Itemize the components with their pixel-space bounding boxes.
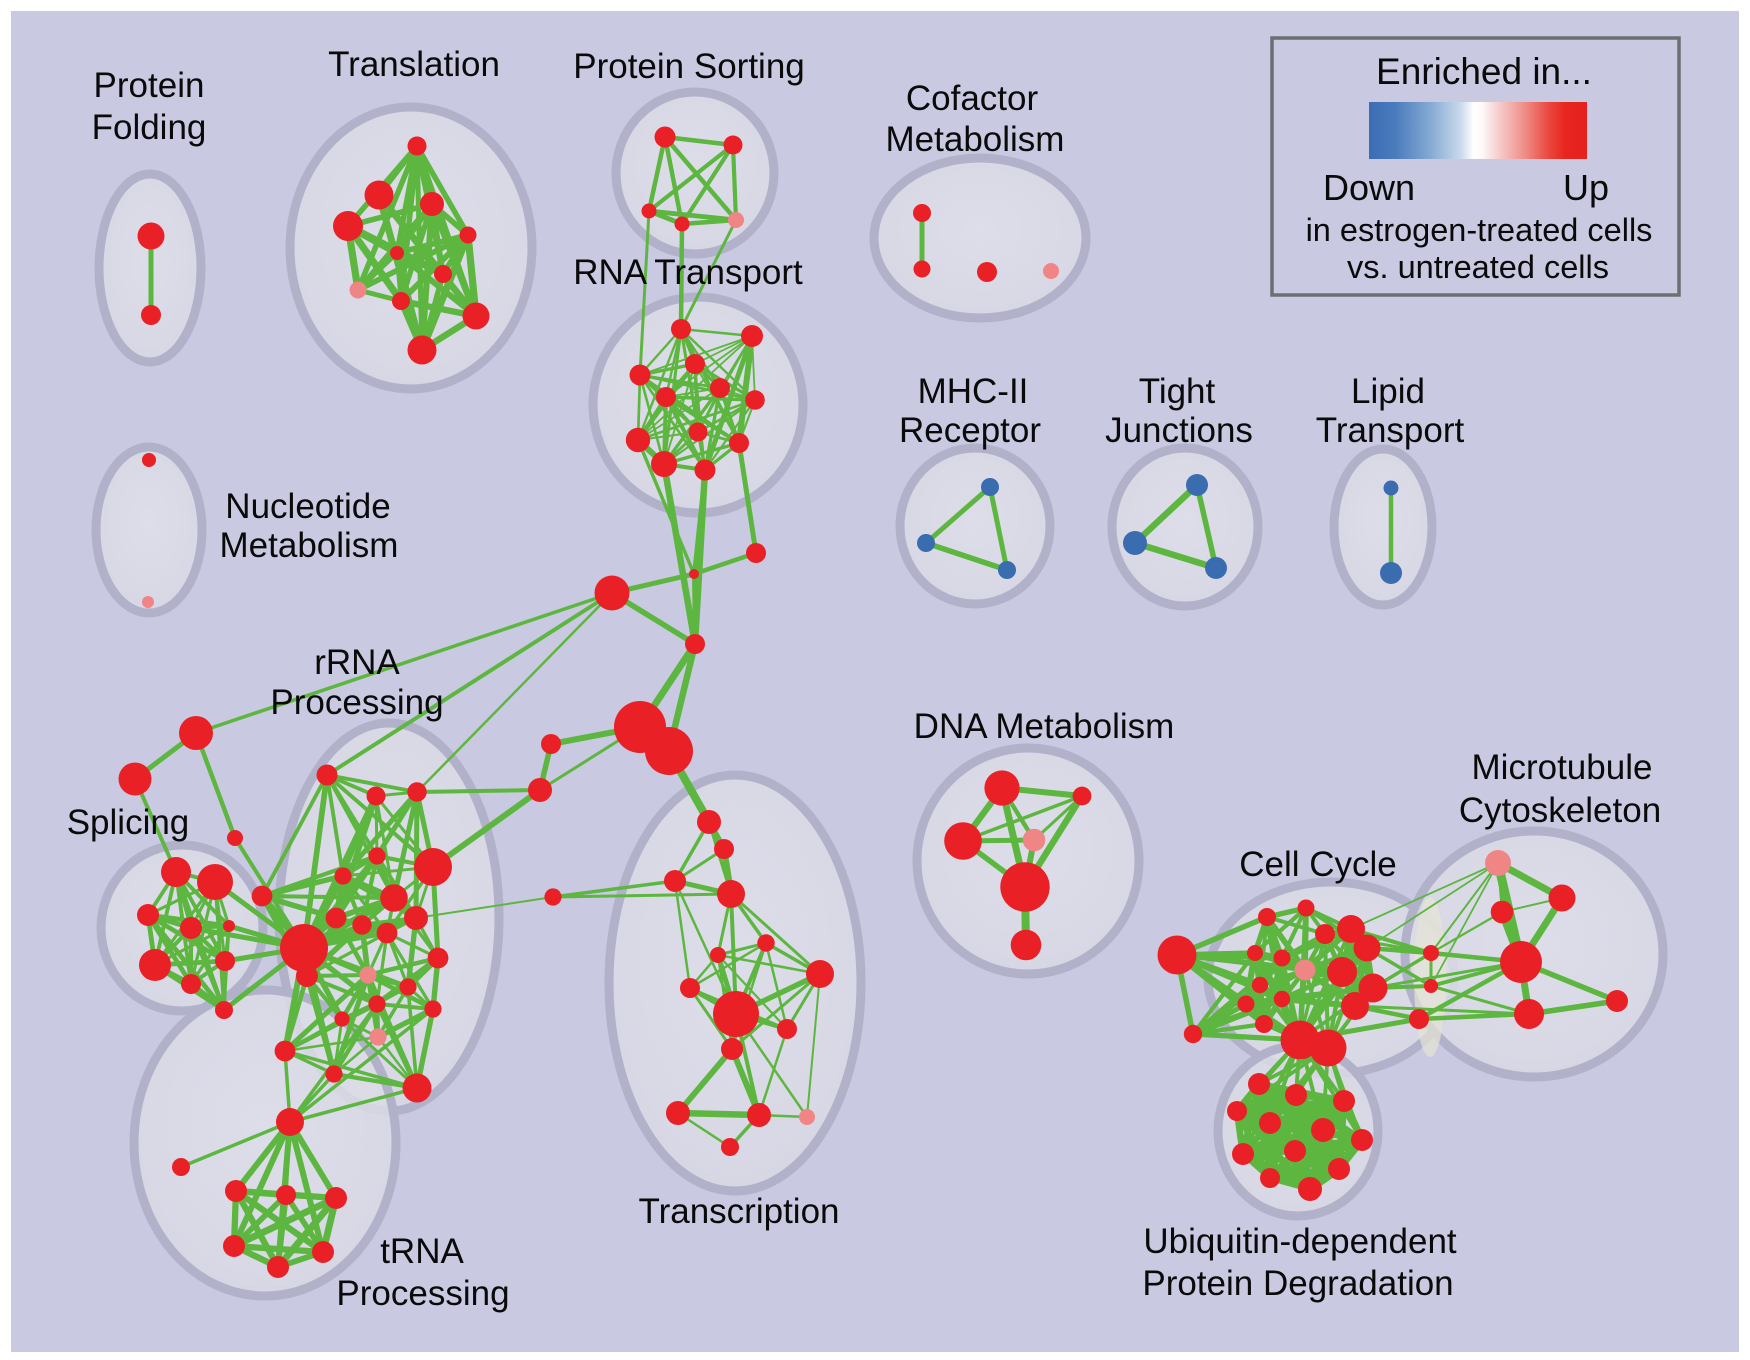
svg-text:Protein Degradation: Protein Degradation — [1142, 1264, 1453, 1303]
svg-text:Junctions: Junctions — [1105, 411, 1253, 450]
svg-text:Nucleotide: Nucleotide — [225, 487, 390, 526]
svg-text:RNA Transport: RNA Transport — [573, 253, 803, 292]
svg-text:Ubiquitin-dependent: Ubiquitin-dependent — [1143, 1222, 1457, 1261]
svg-text:Translation: Translation — [328, 45, 500, 84]
svg-text:Splicing: Splicing — [67, 803, 190, 842]
svg-text:Receptor: Receptor — [899, 411, 1041, 450]
svg-text:Microtubule: Microtubule — [1472, 748, 1653, 787]
svg-text:Lipid: Lipid — [1351, 372, 1425, 411]
svg-text:Protein: Protein — [94, 66, 205, 105]
svg-text:Cofactor: Cofactor — [906, 79, 1039, 118]
svg-text:Metabolism: Metabolism — [220, 526, 399, 565]
svg-text:Folding: Folding — [92, 108, 207, 147]
svg-text:in estrogen-treated cells: in estrogen-treated cells — [1306, 212, 1653, 248]
svg-text:Processing: Processing — [336, 1274, 509, 1313]
svg-text:Up: Up — [1563, 167, 1609, 208]
svg-text:DNA Metabolism: DNA Metabolism — [914, 707, 1175, 746]
svg-text:Tight: Tight — [1139, 372, 1216, 411]
svg-text:Cell Cycle: Cell Cycle — [1239, 845, 1397, 884]
svg-text:rRNA: rRNA — [314, 643, 400, 682]
svg-text:MHC-II: MHC-II — [918, 372, 1029, 411]
svg-text:vs. untreated cells: vs. untreated cells — [1347, 249, 1609, 285]
svg-text:Enriched in...: Enriched in... — [1376, 51, 1592, 92]
svg-text:Down: Down — [1323, 167, 1415, 208]
svg-text:tRNA: tRNA — [380, 1232, 464, 1271]
svg-text:Metabolism: Metabolism — [886, 120, 1065, 159]
svg-text:Transcription: Transcription — [639, 1192, 840, 1231]
svg-text:Cytoskeleton: Cytoskeleton — [1459, 791, 1661, 830]
svg-text:Transport: Transport — [1316, 411, 1465, 450]
svg-text:Protein Sorting: Protein Sorting — [573, 47, 805, 86]
svg-text:Processing: Processing — [270, 683, 443, 722]
